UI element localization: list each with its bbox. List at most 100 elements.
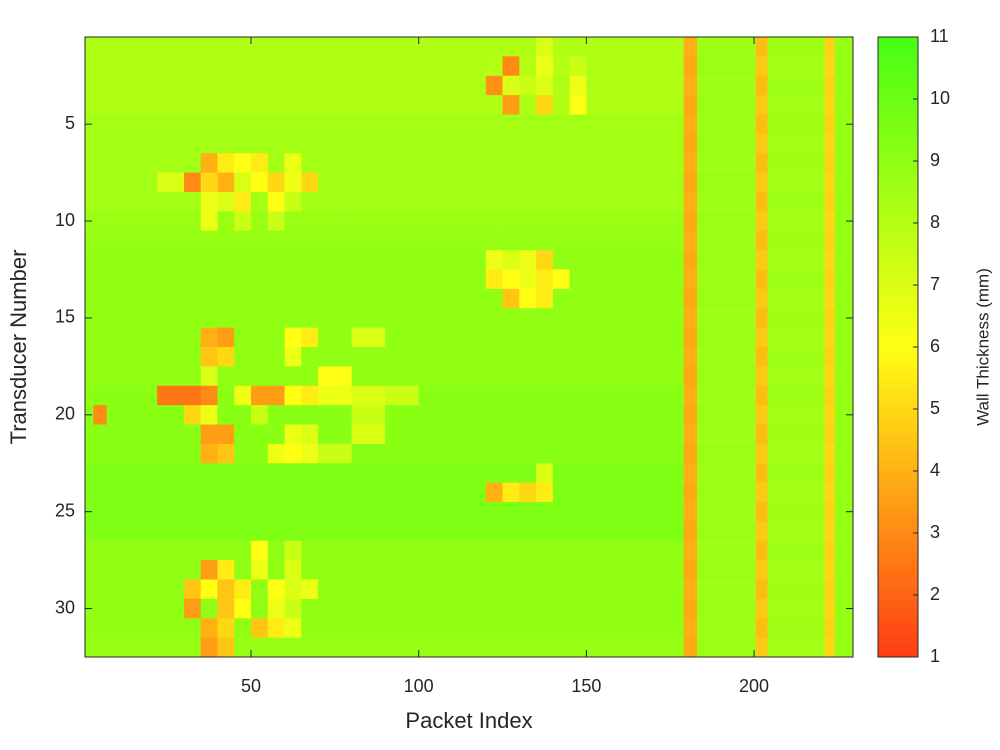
heatmap-cell (267, 482, 285, 503)
heatmap-cell (552, 482, 571, 503)
heatmap-cell (755, 95, 768, 115)
heatmap-cell (683, 37, 698, 57)
heatmap-cell (552, 172, 571, 193)
heatmap-cell (318, 598, 353, 619)
heatmap-cell (834, 327, 854, 348)
colorbar-swatch (878, 587, 918, 593)
heatmap-cell (200, 502, 218, 522)
heatmap-cell (157, 540, 185, 561)
heatmap-cell (217, 75, 235, 96)
heatmap-cell (157, 75, 185, 96)
heatmap-cell (217, 637, 235, 658)
colorbar-swatch (878, 622, 918, 628)
colorbar-swatch (878, 387, 918, 393)
heatmap-cell (519, 192, 537, 212)
heatmap-cell (502, 75, 520, 96)
heatmap-cell (519, 366, 537, 387)
heatmap-cell (284, 37, 302, 57)
heatmap-cell (683, 482, 698, 503)
heatmap-cell (824, 540, 835, 561)
heatmap-cell (251, 502, 269, 522)
heatmap-cell (234, 598, 252, 619)
heatmap-cell (536, 192, 554, 212)
heatmap-cell (251, 463, 269, 484)
heatmap-cell (824, 618, 835, 639)
x-tick-label: 150 (571, 676, 601, 696)
heatmap-cell (697, 443, 757, 464)
colorbar-swatch (878, 647, 918, 653)
heatmap-cell (351, 250, 386, 270)
heatmap-cell (519, 540, 537, 561)
heatmap-cell (586, 211, 685, 232)
heatmap-cell (106, 540, 158, 561)
colorbar-swatch (878, 462, 918, 468)
heatmap-cell (157, 482, 185, 503)
heatmap-cell (755, 250, 768, 270)
heatmap-cell (200, 443, 218, 464)
heatmap-cell (418, 540, 487, 561)
heatmap-cell (502, 327, 520, 348)
heatmap-cell (485, 637, 503, 658)
heatmap-cell (234, 463, 252, 484)
heatmap-cell (234, 172, 252, 193)
heatmap-cell (519, 75, 537, 96)
heatmap-cell (385, 366, 420, 387)
heatmap-cell (217, 230, 235, 251)
heatmap-cell (697, 540, 757, 561)
heatmap-cell (157, 618, 185, 639)
heatmap-cell (767, 192, 825, 212)
heatmap-cell (318, 133, 353, 154)
colorbar-swatch (878, 122, 918, 128)
heatmap-cell (552, 114, 571, 135)
heatmap-cell (267, 579, 285, 600)
heatmap-cell (217, 347, 235, 367)
colorbar-swatch (878, 87, 918, 93)
heatmap-cell (502, 637, 520, 658)
heatmap-cell (351, 463, 386, 484)
heatmap-cell (767, 521, 825, 542)
heatmap-cell (234, 75, 252, 96)
heatmap-cell (552, 540, 571, 561)
heatmap-cell (200, 598, 218, 619)
heatmap-cell (569, 502, 587, 522)
heatmap-cell (93, 405, 108, 425)
heatmap-cell (200, 153, 218, 174)
heatmap-cell (267, 288, 285, 309)
heatmap-cell (485, 443, 503, 464)
heatmap-cell (200, 37, 218, 57)
heatmap-cell (106, 308, 158, 329)
heatmap-cell (217, 172, 235, 193)
heatmap-cell (683, 230, 698, 251)
heatmap-cell (586, 288, 685, 309)
heatmap-cell (93, 75, 108, 96)
heatmap-cell (385, 153, 420, 174)
heatmap-cell (418, 366, 487, 387)
colorbar-swatch (878, 567, 918, 573)
heatmap-cell (267, 327, 285, 348)
y-tick-label: 30 (55, 597, 75, 617)
heatmap-cell (569, 133, 587, 154)
heatmap-cell (755, 230, 768, 251)
heatmap-cell (767, 308, 825, 329)
heatmap-cell (93, 521, 108, 542)
heatmap-cell (519, 579, 537, 600)
heatmap-cell (502, 56, 520, 77)
heatmap-cell (485, 327, 503, 348)
heatmap-cell (683, 153, 698, 174)
heatmap-cell (234, 192, 252, 212)
heatmap-cell (569, 637, 587, 658)
heatmap-cell (502, 443, 520, 464)
heatmap-cell (586, 37, 685, 57)
heatmap-cell (85, 288, 94, 309)
heatmap-cell (569, 37, 587, 57)
heatmap-cell (183, 540, 202, 561)
heatmap-cell (200, 308, 218, 329)
colorbar-tick-label: 8 (930, 212, 940, 232)
heatmap-cell (536, 269, 554, 290)
heatmap-cell (234, 482, 252, 503)
heatmap-cell (502, 579, 520, 600)
heatmap-cell (683, 269, 698, 290)
heatmap-cell (85, 269, 94, 290)
colorbar-swatch (878, 472, 918, 478)
heatmap-cell (552, 75, 571, 96)
